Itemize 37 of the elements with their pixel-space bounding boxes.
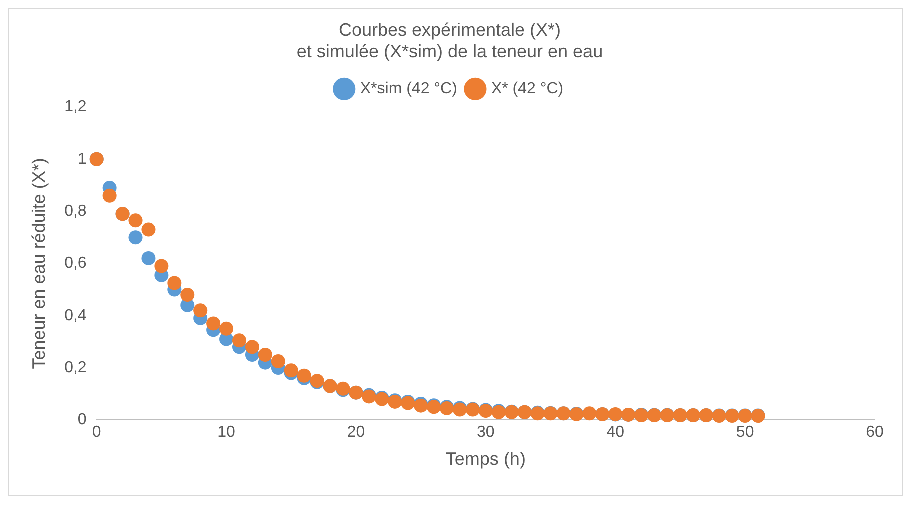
- point: [245, 340, 260, 354]
- x-tick-label: 40: [606, 424, 625, 442]
- y-tick-label: 0,2: [64, 359, 87, 376]
- point: [297, 368, 312, 383]
- point: [128, 214, 143, 228]
- x-tick-label: 30: [477, 424, 495, 442]
- y-tick-label: 0,6: [64, 255, 87, 272]
- point: [258, 348, 272, 362]
- x-tick-label: 0: [92, 424, 102, 442]
- y-tick-label: 0: [78, 412, 87, 429]
- y-tick-label: 0,8: [64, 202, 87, 220]
- point: [102, 188, 117, 203]
- point: [154, 259, 169, 274]
- y-tick-label: 1,2: [64, 98, 87, 116]
- y-tick-label: 0,4: [64, 307, 87, 324]
- x-axis-title: Temps (h): [446, 449, 526, 470]
- point: [142, 251, 156, 266]
- point: [271, 354, 286, 369]
- y-axis-title: Teneur en eau réduite (X*): [28, 158, 49, 370]
- y-tick-label: 1: [78, 150, 87, 168]
- point: [128, 230, 143, 245]
- chart-title: Courbes expérimentale (X*) et simulée (X*sim) de la teneur en eau: [296, 20, 604, 62]
- point: [180, 288, 195, 302]
- point: [142, 222, 156, 237]
- point: [582, 406, 597, 421]
- legend-label: X*sim (42 °C): [360, 80, 458, 98]
- legend-label: X* (42 °C): [491, 80, 564, 98]
- x-tick-label: 50: [736, 424, 754, 442]
- point: [220, 322, 234, 336]
- x-tick-label: 10: [218, 424, 236, 442]
- point: [284, 364, 298, 378]
- point: [194, 304, 208, 318]
- x-tick-label: 60: [866, 424, 884, 442]
- point: [168, 276, 182, 290]
- point: [232, 334, 247, 348]
- point: [206, 316, 221, 331]
- x-tick-label: 20: [347, 424, 366, 442]
